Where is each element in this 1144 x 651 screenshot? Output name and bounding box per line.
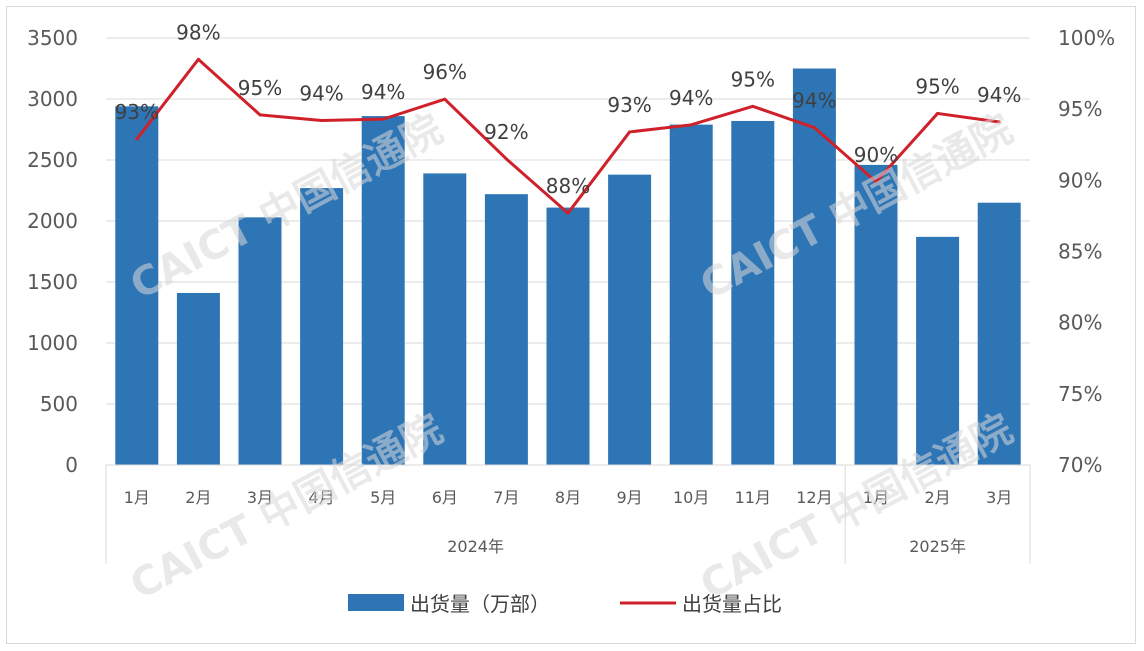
year-label: 2025年 — [909, 537, 966, 556]
right-tick-label: 85% — [1058, 240, 1102, 264]
bar — [176, 292, 220, 465]
line-data-label: 94% — [669, 86, 713, 110]
right-tick-label: 75% — [1058, 382, 1102, 406]
month-tick-label: 11月 — [735, 488, 771, 507]
bar — [916, 236, 960, 465]
left-tick-label: 1000 — [27, 331, 78, 355]
line-point — [320, 119, 324, 123]
line-data-labels: 93% 98% 95% 94% 94% 96% 92% 88% 93% 94% 95% 94% 90% 9… — [115, 20, 1022, 198]
month-tick-label: 1月 — [124, 488, 150, 507]
bar — [115, 106, 159, 465]
line-data-label: 93% — [115, 100, 159, 124]
line-data-label: 94% — [977, 83, 1021, 107]
month-tick-label: 3月 — [986, 488, 1012, 507]
bar — [977, 202, 1021, 465]
month-tick-label: 3月 — [247, 488, 273, 507]
line-series — [135, 57, 1001, 215]
bar — [854, 164, 898, 465]
month-tick-label: 7月 — [493, 488, 519, 507]
legend-label-bar: 出货量（万部） — [410, 592, 550, 616]
month-tick-label: 2月 — [925, 488, 951, 507]
month-tick-label: 6月 — [432, 488, 458, 507]
bar — [546, 207, 590, 465]
line-data-label: 94% — [299, 82, 343, 106]
left-tick-label: 0 — [65, 453, 78, 477]
left-tick-label: 2500 — [27, 148, 78, 172]
line-point — [936, 111, 940, 115]
bar — [300, 188, 344, 465]
right-tick-label: 80% — [1058, 311, 1102, 335]
line-point — [443, 97, 447, 101]
month-tick-label: 10月 — [673, 488, 709, 507]
line-data-label: 92% — [484, 120, 528, 144]
line-point — [874, 180, 878, 184]
bar — [423, 173, 467, 466]
line-data-label: 90% — [854, 143, 898, 167]
line-data-label: 93% — [607, 93, 651, 117]
line-point — [751, 104, 755, 108]
line-point — [628, 130, 632, 134]
line-point — [812, 126, 816, 130]
line-point — [504, 157, 508, 161]
line-point — [135, 137, 139, 141]
line-data-label: 95% — [731, 67, 775, 91]
left-axis-ticks: 0 500 1000 1500 2000 2500 3000 3500 — [27, 26, 78, 477]
line-data-label: 88% — [546, 174, 590, 198]
legend-swatch-bar — [348, 594, 404, 611]
bar — [669, 124, 713, 466]
bar — [731, 120, 775, 466]
line-data-label: 96% — [423, 60, 467, 84]
right-axis-ticks: 70% 75% 80% 85% 90% 95% 100% — [1058, 26, 1115, 477]
bar — [608, 174, 652, 465]
right-tick-label: 95% — [1058, 97, 1102, 121]
right-tick-label: 90% — [1058, 168, 1102, 192]
bar-series — [115, 68, 1021, 466]
line-point — [566, 211, 570, 215]
left-tick-label: 1500 — [27, 270, 78, 294]
line-point — [689, 123, 693, 127]
watermark: CAICT 中国信通院 — [123, 406, 450, 609]
year-label: 2024年 — [447, 537, 504, 556]
line-data-label: 98% — [176, 20, 220, 44]
month-tick-label: 9月 — [617, 488, 643, 507]
left-tick-label: 3000 — [27, 87, 78, 111]
bar — [238, 217, 282, 465]
right-tick-label: 70% — [1058, 453, 1102, 477]
month-tick-label: 1月 — [863, 488, 889, 507]
bar — [484, 194, 528, 465]
line-point — [381, 117, 385, 121]
line-point — [997, 120, 1001, 124]
month-tick-label: 12月 — [796, 488, 832, 507]
x-axis: 1月 2月 3月 4月 5月 6月 7月 8月 9月 10月 11月 12月 1月 2月 3月 2024年 20… — [105, 464, 1031, 564]
legend: 出货量（万部） 出货量占比 — [348, 592, 782, 616]
line-data-label: 95% — [915, 74, 959, 98]
left-tick-label: 2000 — [27, 209, 78, 233]
left-tick-label: 3500 — [27, 26, 78, 50]
line-data-label: 94% — [792, 89, 836, 113]
bar — [361, 116, 405, 465]
bar — [792, 68, 836, 465]
left-tick-label: 500 — [40, 392, 78, 416]
line-point — [196, 57, 200, 61]
line-point — [258, 113, 262, 117]
legend-label-line: 出货量占比 — [682, 592, 782, 616]
month-tick-label: 5月 — [370, 488, 396, 507]
month-tick-label: 8月 — [555, 488, 581, 507]
month-tick-label: 4月 — [309, 488, 335, 507]
month-tick-label: 2月 — [185, 488, 211, 507]
line-data-label: 94% — [361, 80, 405, 104]
right-tick-label: 100% — [1058, 26, 1115, 50]
line-data-label: 95% — [238, 76, 282, 100]
